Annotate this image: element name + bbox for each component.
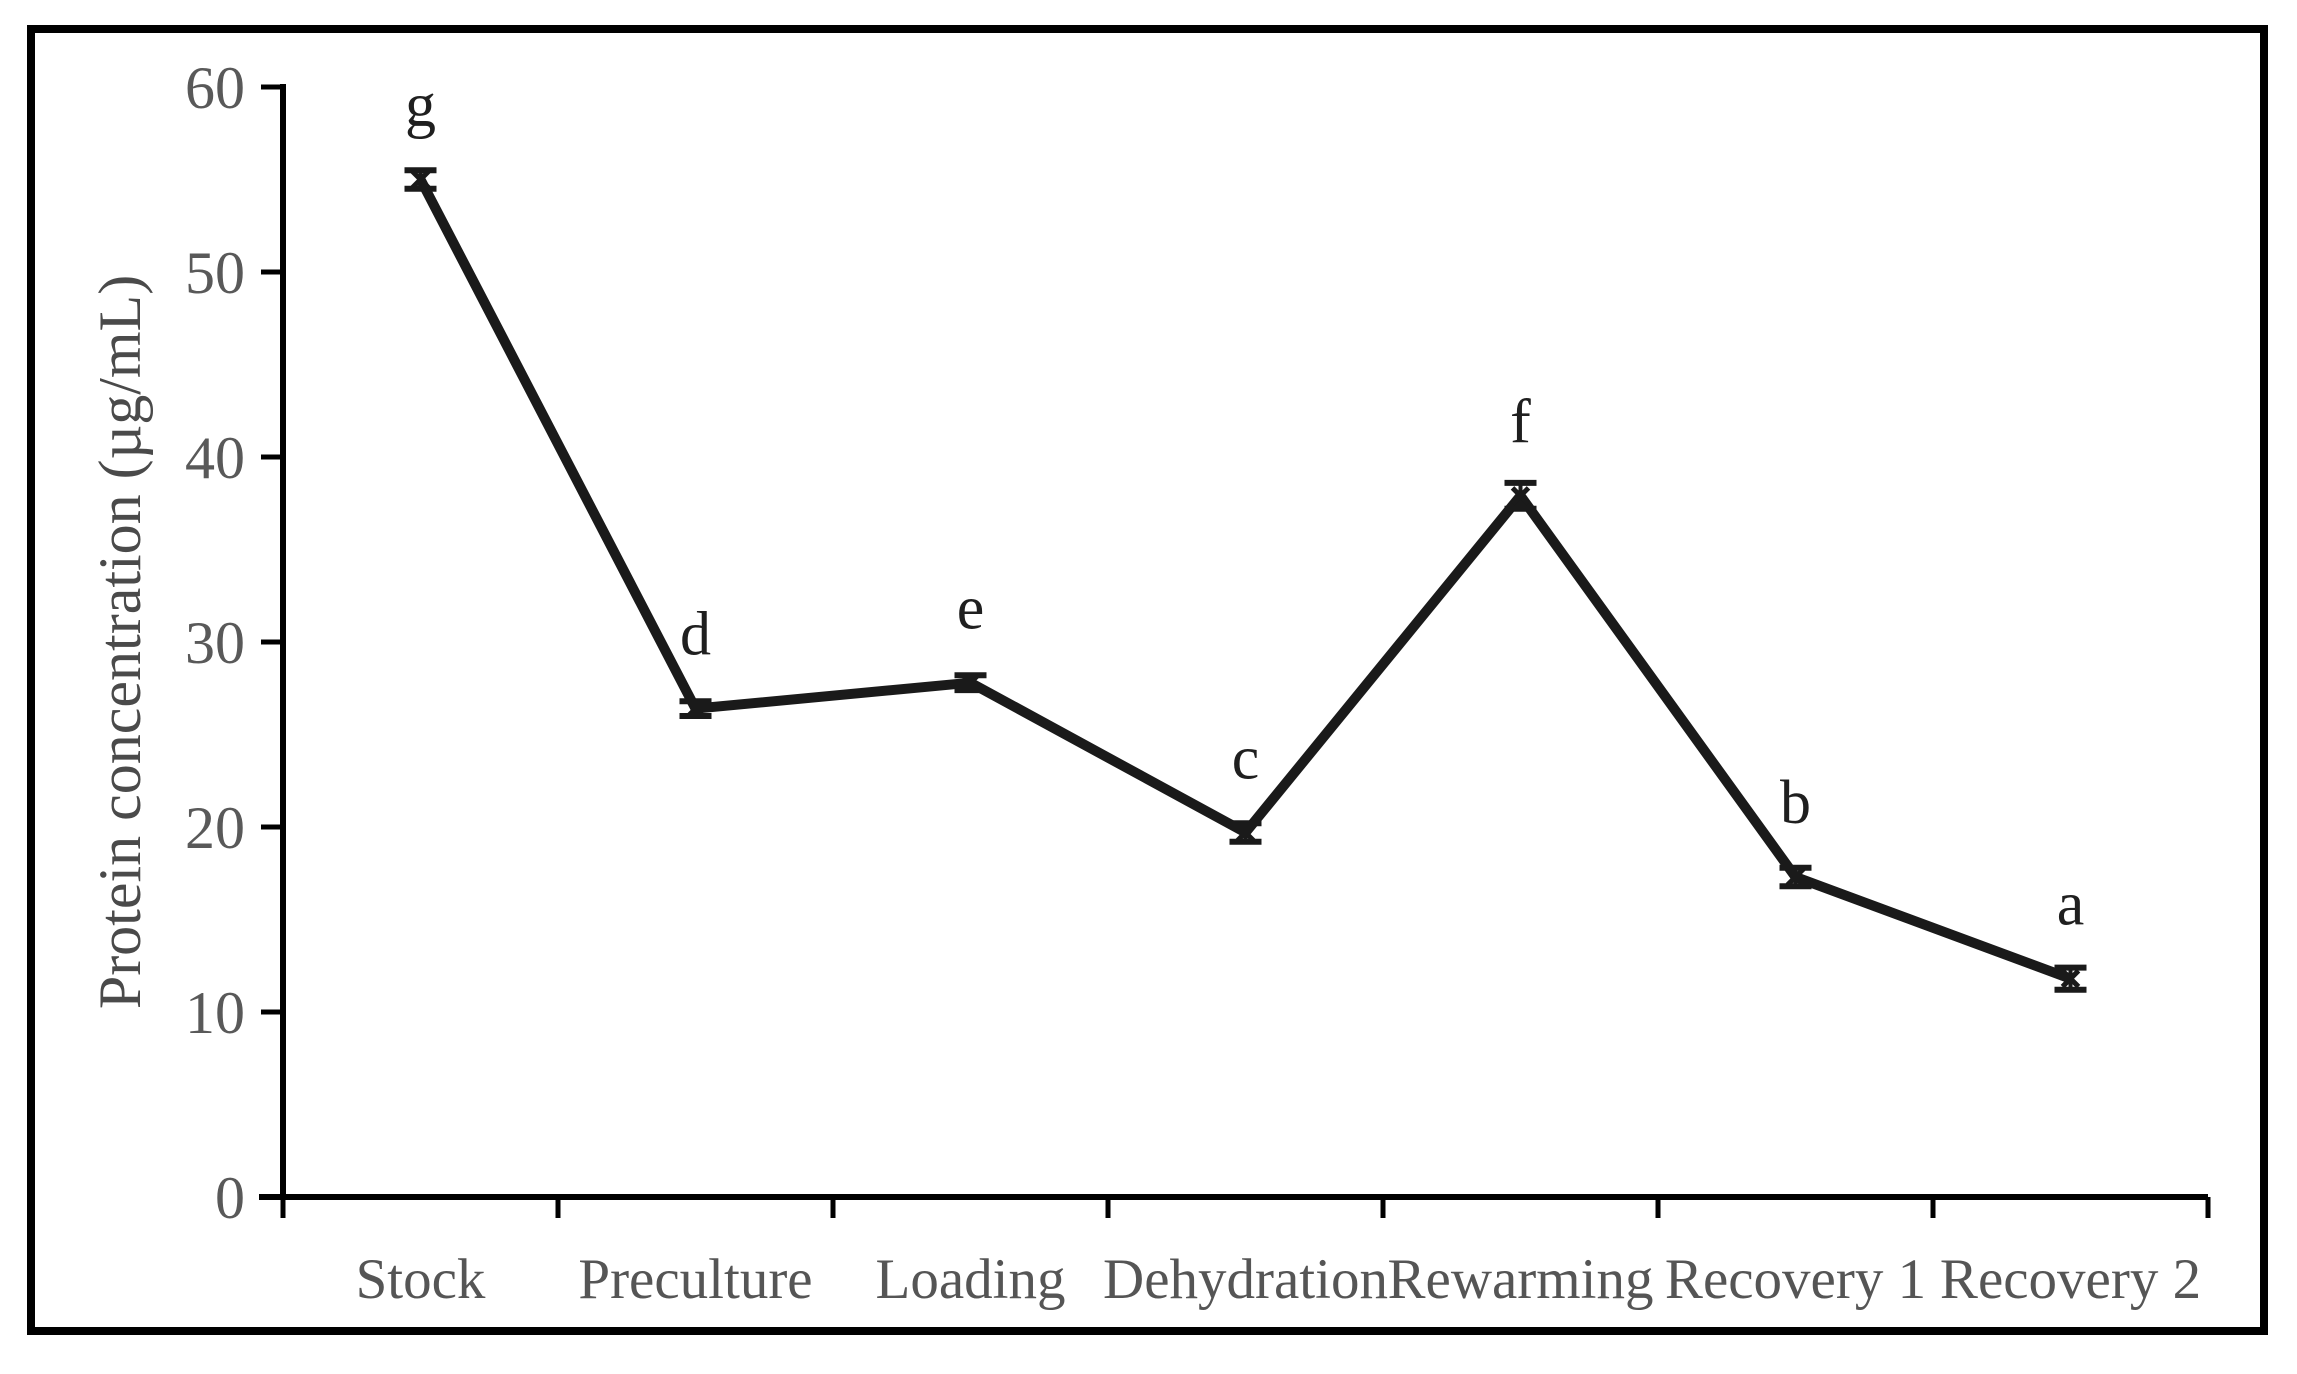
y-tick-label: 10 — [185, 980, 245, 1046]
y-axis-label: Protein concentration (µg/mL) — [87, 275, 153, 1009]
point-letter: g — [405, 72, 436, 140]
point-letter: a — [2057, 871, 2085, 939]
point-marker-x — [1235, 822, 1256, 843]
category-label: Preculture — [578, 1248, 812, 1311]
figure-border — [27, 25, 2268, 1335]
point-letter: d — [680, 601, 711, 669]
y-tick-label: 60 — [185, 55, 245, 121]
y-tick-label: 30 — [185, 610, 245, 676]
point-letter: e — [957, 575, 985, 643]
category-label: Recovery 2 — [1940, 1248, 2201, 1311]
point-marker-x — [1510, 486, 1531, 506]
category-label: Stock — [356, 1248, 486, 1311]
y-tick-label: 50 — [185, 240, 245, 306]
point-letter: f — [1510, 388, 1531, 456]
y-tick-label: 20 — [185, 795, 245, 861]
point-marker-x — [410, 169, 431, 190]
category-label: Recovery 1 — [1665, 1248, 1926, 1311]
category-label: Loading — [876, 1248, 1066, 1311]
point-marker-x — [685, 698, 706, 719]
y-tick-label: 40 — [185, 425, 245, 491]
point-marker-x — [960, 672, 981, 693]
point-letter: b — [1780, 769, 1811, 837]
point-marker-x — [2060, 968, 2081, 989]
data-line — [416, 177, 2073, 984]
category-label: Dehydration — [1103, 1248, 1388, 1311]
point-marker-x — [1785, 867, 1806, 887]
category-label: Rewarming — [1388, 1248, 1654, 1311]
point-letter: c — [1232, 725, 1260, 793]
y-tick-label: 0 — [215, 1165, 245, 1231]
